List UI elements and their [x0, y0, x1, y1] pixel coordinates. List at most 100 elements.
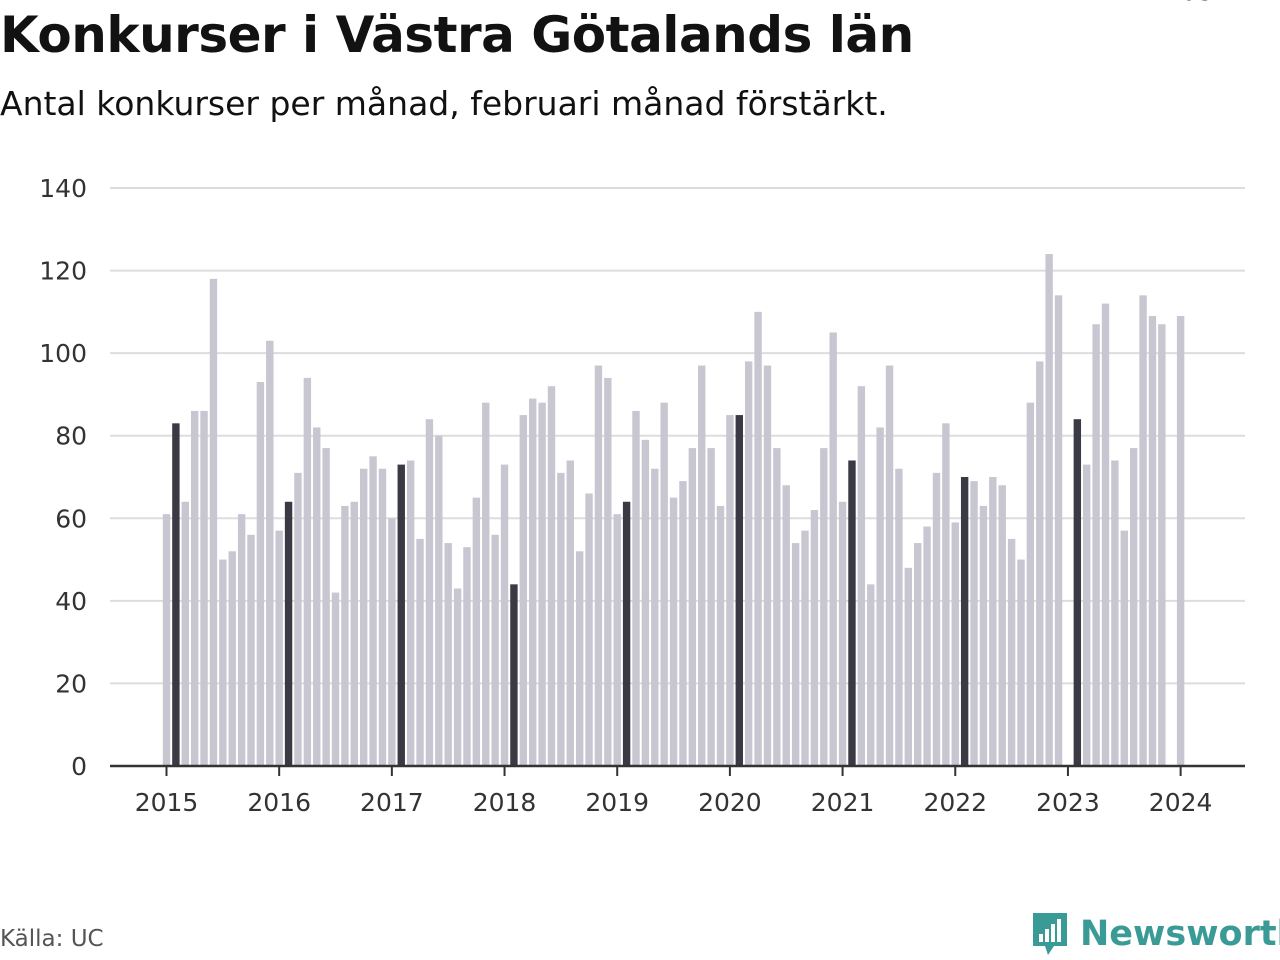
- bar: [547, 386, 556, 766]
- bar: [1139, 295, 1147, 766]
- bar: [331, 592, 340, 766]
- bar: [1007, 538, 1016, 766]
- bar: [651, 468, 659, 766]
- x-tick-label: 2024: [1149, 788, 1213, 817]
- bar: [613, 514, 621, 766]
- bar: [707, 448, 715, 766]
- bar: [557, 472, 565, 766]
- bar: [716, 505, 725, 766]
- bar: [989, 477, 997, 766]
- bar: [566, 460, 574, 766]
- bar: [482, 402, 490, 766]
- bar: [585, 493, 593, 766]
- bar: [923, 526, 931, 766]
- bar: [820, 448, 828, 766]
- bar: [190, 410, 199, 766]
- y-tick-label: 100: [39, 339, 87, 368]
- bars: [162, 254, 1185, 766]
- x-tick-label: 2020: [698, 788, 762, 817]
- bar: [1083, 464, 1091, 766]
- bar: [904, 567, 913, 766]
- bar: [359, 468, 368, 766]
- bar: [519, 415, 528, 766]
- bar: [1129, 448, 1138, 766]
- bar: [181, 501, 189, 766]
- y-tick-label: 60: [55, 504, 87, 533]
- x-tick-label: 2016: [247, 788, 311, 817]
- bar: [219, 559, 227, 766]
- x-tick-label: 2017: [360, 788, 424, 817]
- x-tick-label: 2021: [811, 788, 875, 817]
- bar: [416, 538, 424, 766]
- bar: [378, 468, 387, 766]
- brand-logo[interactable]: Newsworthy: [1030, 910, 1280, 958]
- bar: [500, 464, 509, 766]
- y-tick-label: 20: [55, 669, 87, 698]
- bar: [444, 543, 452, 766]
- bar: [763, 365, 772, 766]
- bar: [172, 423, 180, 766]
- bar: [369, 456, 377, 766]
- bar: [1158, 324, 1166, 766]
- bar: [932, 472, 941, 766]
- bar: [688, 448, 697, 766]
- bar: [1176, 315, 1185, 766]
- bar: [979, 505, 988, 766]
- y-tick-label: 0: [71, 752, 87, 781]
- bar: [322, 448, 330, 766]
- source-note: Källa: UC: [0, 926, 104, 952]
- bar: [641, 439, 650, 766]
- bar: [773, 448, 781, 766]
- bar: [350, 501, 358, 766]
- bar: [435, 435, 443, 766]
- bar: [914, 543, 922, 766]
- bar: [604, 377, 612, 766]
- bar: [998, 485, 1006, 766]
- bar: [829, 332, 837, 766]
- y-tick-label: 80: [55, 422, 87, 451]
- bar: [885, 365, 894, 766]
- bar: [801, 530, 809, 766]
- bar: [275, 530, 283, 766]
- bar: [951, 522, 959, 766]
- bar: [247, 534, 255, 766]
- bar: [726, 415, 734, 766]
- bar: [660, 402, 668, 766]
- bar: [575, 551, 584, 766]
- bar: [1026, 402, 1035, 766]
- bar: [960, 477, 969, 766]
- bar: [857, 386, 866, 766]
- bar: [848, 460, 856, 766]
- bar: [228, 551, 236, 766]
- bar: [510, 584, 518, 766]
- bar: [810, 510, 819, 766]
- bar: [1092, 324, 1100, 766]
- bar: [388, 518, 396, 766]
- bar: [491, 534, 499, 766]
- y-tick-label: 140: [39, 174, 87, 203]
- bar: [463, 547, 471, 766]
- x-axis: 2015 2016 2017 2018 2019 2020 2021 2022 2023 2024: [110, 764, 1245, 817]
- bar: [1101, 303, 1110, 766]
- bar: [1111, 460, 1119, 766]
- x-tick-label: 2023: [1036, 788, 1100, 817]
- bar: [735, 415, 743, 766]
- bar: [698, 365, 706, 766]
- bar: [895, 468, 903, 766]
- y-tick-label: 40: [55, 587, 87, 616]
- bar-chart-logo-icon: [1033, 913, 1067, 955]
- data-label: 109: [1163, 0, 1215, 7]
- bar: [1036, 361, 1044, 766]
- bar: [341, 505, 349, 766]
- bar: [632, 410, 640, 766]
- bar: [1120, 530, 1128, 766]
- bar: [529, 398, 537, 766]
- bar: [838, 501, 847, 766]
- bar: [209, 278, 218, 766]
- bar: [284, 501, 293, 766]
- bar: [622, 501, 631, 766]
- chart-subtitle: Antal konkurser per månad, februari måna…: [0, 84, 888, 123]
- x-tick-label: 2018: [473, 788, 537, 817]
- y-axis-ticks: 0 20 40 60 80 100 120 140: [39, 174, 87, 781]
